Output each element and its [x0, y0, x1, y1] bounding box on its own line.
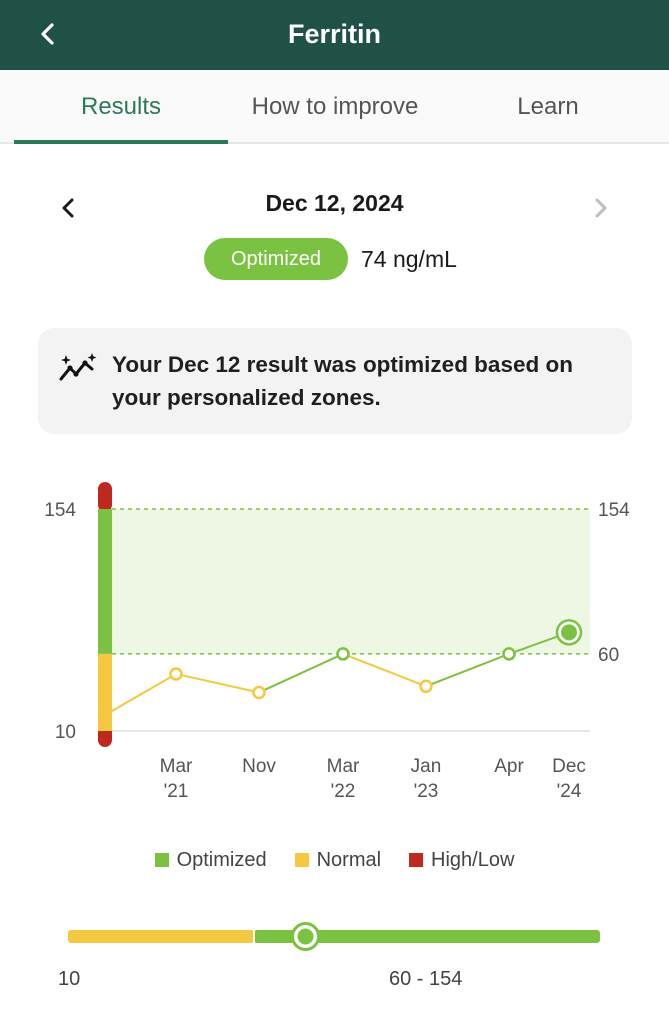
x-tick-label-year: '23	[414, 781, 439, 802]
active-tab-indicator	[14, 140, 228, 144]
result-value: 74 ng/mL	[361, 246, 457, 272]
zone-bar-high	[98, 482, 112, 512]
range-labels: 10 60 - 154	[0, 966, 669, 996]
data-point	[252, 685, 266, 700]
page-title: Ferritin	[287, 19, 381, 49]
tab-results[interactable]: Results	[80, 93, 162, 120]
app-header: Ferritin	[0, 0, 669, 70]
y-tick-label-right: 60	[598, 645, 619, 666]
series-line-segment	[111, 673, 177, 712]
chevron-left-icon	[41, 23, 54, 45]
optimized-zone	[112, 509, 590, 654]
zone-bar-optimized	[98, 509, 112, 654]
x-tick-label: Dec	[552, 756, 586, 777]
chart-canvas: 154 10 154 60 Mar '21 Nov Mar '22 Jan '23 Apr Dec '24	[44, 482, 630, 802]
x-tick-label: Jan	[411, 756, 442, 777]
info-message: Your Dec 12 result was optimized based o…	[112, 352, 573, 410]
legend-item-optimized: Optimized	[154, 848, 267, 872]
range-segment-normal	[68, 930, 254, 943]
series-line-segment	[342, 652, 427, 688]
y-tick-label-right: 154	[598, 500, 630, 521]
ferritin-history-chart: 154 10 154 60 Mar '21 Nov Mar '22 Jan '23 Apr Dec '24	[0, 470, 669, 810]
chevron-left-icon	[62, 198, 74, 218]
info-card: Your Dec 12 result was optimized based o…	[38, 328, 632, 434]
status-badge: Optimized	[204, 238, 348, 280]
next-result-button[interactable]	[583, 190, 619, 226]
x-tick-label: Mar	[327, 756, 360, 777]
series-line-segment	[175, 672, 260, 694]
x-tick-label-year: '24	[557, 781, 582, 802]
tab-learn[interactable]: Learn	[517, 93, 579, 120]
zone-bar-normal	[98, 653, 112, 731]
x-tick-label: Apr	[494, 756, 524, 777]
series-line-segment	[258, 653, 344, 694]
date-navigator: Dec 12, 2024	[0, 180, 669, 236]
data-point	[169, 667, 183, 681]
range-current-marker	[291, 922, 321, 951]
previous-result-button[interactable]	[50, 190, 86, 226]
legend-item-high-low: High/Low	[409, 849, 514, 872]
range-bar	[0, 912, 669, 962]
range-low-label: 10	[58, 968, 81, 990]
range-bar-graphic	[68, 922, 600, 951]
result-date: Dec 12, 2024	[265, 190, 404, 216]
x-tick-label-year: '22	[331, 781, 356, 802]
data-point	[502, 647, 516, 661]
range-segment-optimized	[254, 930, 600, 943]
data-point-current	[561, 624, 577, 641]
legend-label: Optimized	[176, 848, 267, 871]
x-tick-label: Nov	[242, 756, 276, 777]
y-tick-label-left: 154	[44, 500, 76, 521]
x-tick-label: Mar	[160, 756, 193, 777]
chart-legend: Optimized Normal High/Low	[0, 844, 669, 876]
legend-label: Normal	[316, 848, 382, 871]
back-button[interactable]	[30, 14, 66, 54]
tab-how-to-improve[interactable]: How to improve	[251, 93, 419, 120]
data-point	[336, 647, 350, 661]
tab-bar: Results How to improve Learn	[0, 70, 669, 144]
x-tick-label-year: '21	[164, 781, 189, 802]
legend-swatch-optimized	[154, 853, 169, 867]
chevron-right-icon	[595, 198, 607, 218]
legend-item-normal: Normal	[294, 848, 382, 872]
sparkle-trend-icon	[59, 353, 97, 381]
series-line-segment	[425, 652, 510, 688]
data-point	[419, 679, 433, 694]
legend-swatch-normal	[294, 853, 309, 867]
range-optimized-label: 60 - 154	[389, 968, 463, 990]
legend-label: High/Low	[431, 848, 515, 871]
legend-swatch-high-low	[409, 853, 424, 867]
y-tick-label-left: 10	[55, 722, 76, 743]
